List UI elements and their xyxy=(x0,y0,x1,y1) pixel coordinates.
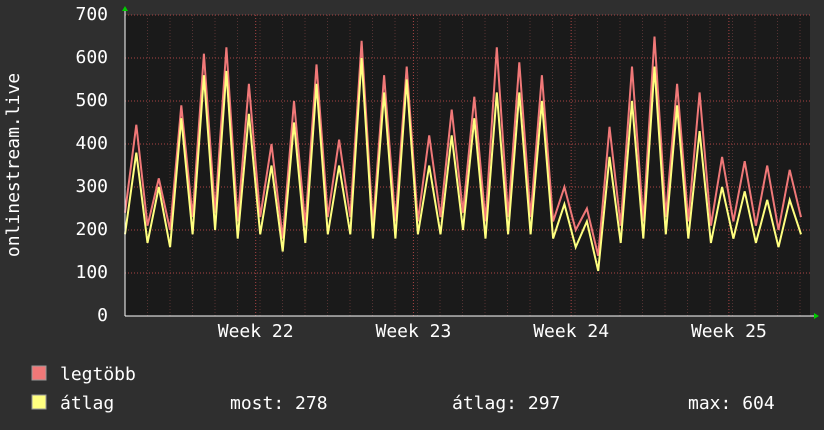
axis-arrow xyxy=(814,313,819,319)
stat-value: 297 xyxy=(528,393,561,414)
legend-label: legtöbb xyxy=(60,364,136,385)
y-axis-label: onlinestream.live xyxy=(3,73,24,257)
stat-value: 604 xyxy=(742,393,775,414)
x-tick-label: Week 22 xyxy=(218,321,294,342)
y-tick-label: 300 xyxy=(75,176,108,197)
y-tick-label: 700 xyxy=(75,4,108,25)
axis-arrow xyxy=(122,6,128,11)
legend-swatch xyxy=(31,365,47,381)
y-tick-label: 500 xyxy=(75,90,108,111)
x-tick-label: Week 25 xyxy=(691,321,767,342)
y-tick-label: 100 xyxy=(75,262,108,283)
legend-label: átlag xyxy=(60,393,114,414)
stat-label: átlag: xyxy=(452,393,517,414)
x-tick-label: Week 24 xyxy=(533,321,609,342)
stat-label: most: xyxy=(230,393,284,414)
y-tick-label: 600 xyxy=(75,47,108,68)
y-tick-label: 400 xyxy=(75,133,108,154)
y-tick-label: 200 xyxy=(75,219,108,240)
series-line xyxy=(124,36,802,257)
x-tick-label: Week 23 xyxy=(375,321,451,342)
stat-label: max: xyxy=(688,393,731,414)
series-line xyxy=(124,57,802,272)
legend-swatch xyxy=(31,394,47,410)
stat-value: 278 xyxy=(295,393,328,414)
y-tick-label: 0 xyxy=(97,305,108,326)
